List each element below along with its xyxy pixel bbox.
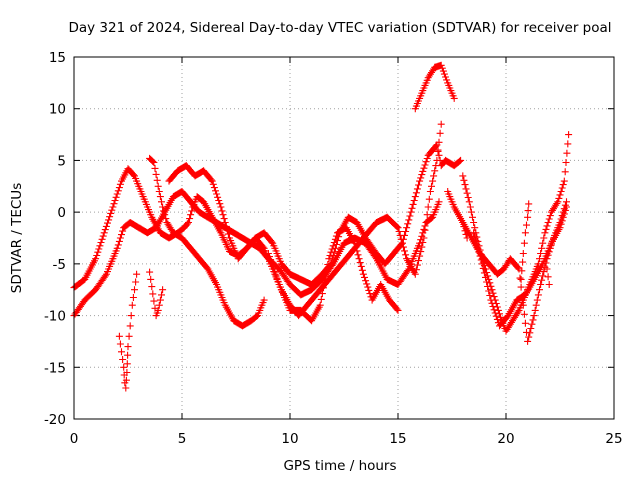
x-tick-label: 0: [70, 431, 79, 447]
y-tick-label: 0: [57, 205, 66, 221]
chart-title: Day 321 of 2024, Sidereal Day-to-day VTE…: [68, 20, 611, 36]
series-track-e: [264, 224, 402, 325]
y-tick-label: -20: [44, 412, 66, 428]
y-tick-label: 10: [49, 102, 66, 118]
data-point-markers: [459, 200, 553, 288]
x-axis-label: GPS time / hours: [283, 458, 396, 474]
data-point-markers: [411, 61, 458, 113]
series-fragment-3: [459, 200, 553, 288]
series-fragment-1: [115, 270, 141, 392]
y-tick-label: -10: [44, 309, 66, 325]
series-fragment-2: [146, 268, 167, 320]
y-axis-label: SDTVAR / TECUs: [9, 183, 25, 293]
axis-ticks: 0 5 10 15 20 25 -20 -15 -10 -5 0 5 10 15: [44, 50, 623, 447]
series-track-i: [470, 203, 570, 330]
data-point-markers: [470, 203, 570, 330]
y-tick-label: -15: [44, 360, 66, 376]
data-point-markers: [115, 270, 141, 392]
series-track-c: [146, 154, 268, 330]
x-tick-label: 5: [178, 431, 187, 447]
data-point-markers: [146, 268, 167, 320]
data-point-markers: [264, 224, 402, 325]
x-tick-label: 20: [497, 431, 514, 447]
y-tick-label: -5: [53, 257, 66, 273]
data-points: [70, 61, 573, 392]
y-tick-label: 5: [57, 153, 66, 169]
y-tick-label: 15: [49, 50, 66, 66]
data-point-markers: [146, 154, 268, 330]
plot-frame: [73, 56, 615, 420]
x-tick-label: 10: [281, 431, 298, 447]
series-track-f: [411, 61, 458, 113]
x-tick-label: 15: [389, 431, 406, 447]
x-tick-label: 25: [605, 431, 622, 447]
